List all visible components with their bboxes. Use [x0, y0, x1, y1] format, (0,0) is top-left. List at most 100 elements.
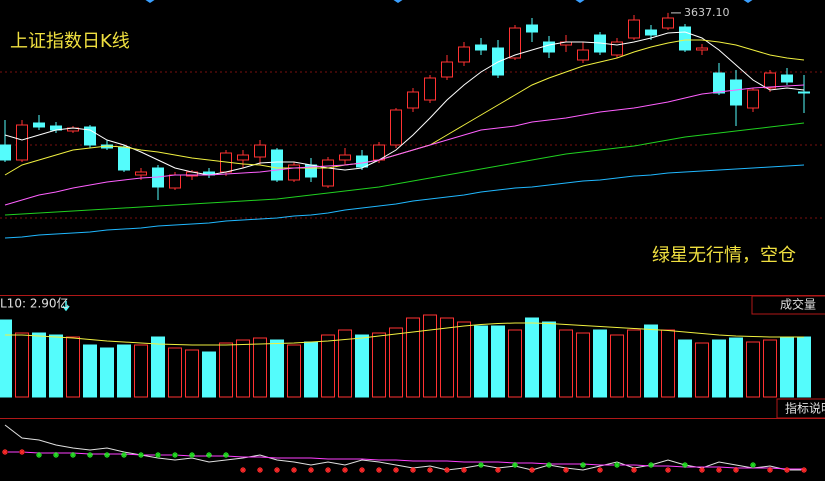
- indicator-star: [308, 467, 314, 473]
- candle-body: [118, 146, 130, 171]
- indicator-star: [512, 462, 518, 468]
- volume-bar: [729, 337, 743, 398]
- volume-bar: [15, 332, 29, 398]
- ma-line: [4, 122, 805, 216]
- volume-bar: [780, 337, 794, 398]
- volume-bar: [66, 336, 80, 398]
- indicator-star: [614, 462, 620, 468]
- volume-bar: [389, 327, 403, 398]
- volume-bar: [32, 332, 46, 398]
- candle-body: [526, 24, 538, 33]
- candle-body: [475, 44, 487, 51]
- candle-body: [543, 41, 555, 53]
- indicator-star: [274, 467, 280, 473]
- indicator-star: [563, 467, 569, 473]
- volume-bar: [168, 347, 182, 398]
- indicator-star: [427, 467, 433, 473]
- marker-icon: [743, 0, 753, 3]
- volume-bar: [797, 336, 811, 398]
- indicator-star: [36, 452, 42, 458]
- indicator-star: [495, 467, 501, 473]
- indicator-star: [172, 452, 178, 458]
- indicator-star: [155, 452, 161, 458]
- indicator-star: [461, 467, 467, 473]
- volume-bar: [355, 334, 369, 398]
- candle-body: [798, 91, 810, 94]
- indicator-star: [2, 449, 8, 455]
- candle-body: [628, 19, 640, 39]
- candle-body: [271, 149, 283, 181]
- arrow-icon: [62, 301, 70, 312]
- marker-icon: [145, 0, 155, 3]
- candle-body: [390, 109, 402, 146]
- candle-body: [696, 47, 708, 51]
- volume-bar: [491, 325, 505, 398]
- indicator-star: [189, 452, 195, 458]
- candle-body: [0, 144, 11, 161]
- indicator-star: [257, 467, 263, 473]
- candle-body: [577, 49, 589, 61]
- panel-label[interactable]: 成交量: [780, 297, 816, 312]
- candle-body: [509, 27, 521, 59]
- candle-body: [611, 41, 623, 56]
- volume-bar: [644, 324, 658, 398]
- ma-line: [4, 31, 805, 176]
- volume-bar: [593, 329, 607, 398]
- indicator-star: [291, 467, 297, 473]
- volume-bar: [117, 344, 131, 398]
- indicator-star: [665, 467, 671, 473]
- candle-body: [424, 77, 436, 101]
- volume-bar: [440, 317, 454, 398]
- volume-bar: [508, 329, 522, 398]
- volume-bar: [304, 341, 318, 398]
- candle-body: [288, 164, 300, 181]
- volume-bar: [0, 319, 12, 398]
- volume-bar: [457, 321, 471, 398]
- volume-bar: [763, 339, 777, 398]
- candle-body: [339, 154, 351, 161]
- volume-bar: [185, 349, 199, 398]
- indicator-star: [393, 467, 399, 473]
- candle-body: [679, 26, 691, 51]
- volume-bar: [746, 341, 760, 398]
- volume-bar: [712, 339, 726, 398]
- candle-body: [764, 72, 776, 89]
- candle-body: [662, 17, 674, 29]
- volume-bar: [151, 336, 165, 398]
- volume-bar: [134, 344, 148, 398]
- panel-label[interactable]: 指标说明: [785, 401, 825, 416]
- volume-bar: [559, 329, 573, 398]
- indicator-star: [104, 452, 110, 458]
- indicator-star: [410, 467, 416, 473]
- label-box: [751, 295, 825, 315]
- candle-body: [441, 61, 453, 78]
- volume-bar: [202, 351, 216, 398]
- indicator-star: [546, 462, 552, 468]
- volume-bar: [610, 334, 624, 398]
- indicator-star: [716, 467, 722, 473]
- volume-bar: [83, 344, 97, 398]
- volume-bar: [100, 347, 114, 398]
- indicator-star: [359, 467, 365, 473]
- indicator-star: [53, 452, 59, 458]
- candle-body: [730, 79, 742, 106]
- candle-body: [713, 72, 725, 94]
- indicator-star: [801, 467, 807, 473]
- ma-line: [4, 164, 805, 239]
- indicator-star: [70, 452, 76, 458]
- volume-bar: [253, 337, 267, 398]
- indicator-star: [444, 467, 450, 473]
- indicator-star: [223, 452, 229, 458]
- volume-bar: [661, 329, 675, 398]
- volume-legend: L10: 2.90亿: [0, 296, 69, 311]
- volume-bar: [406, 317, 420, 398]
- candle-body: [781, 74, 793, 83]
- candle-body: [407, 91, 419, 109]
- candle-body: [169, 174, 181, 189]
- marker-icon: [575, 0, 585, 3]
- high-label: 3637.10: [684, 6, 730, 19]
- label-box: [776, 398, 825, 419]
- volume-bar: [542, 321, 556, 398]
